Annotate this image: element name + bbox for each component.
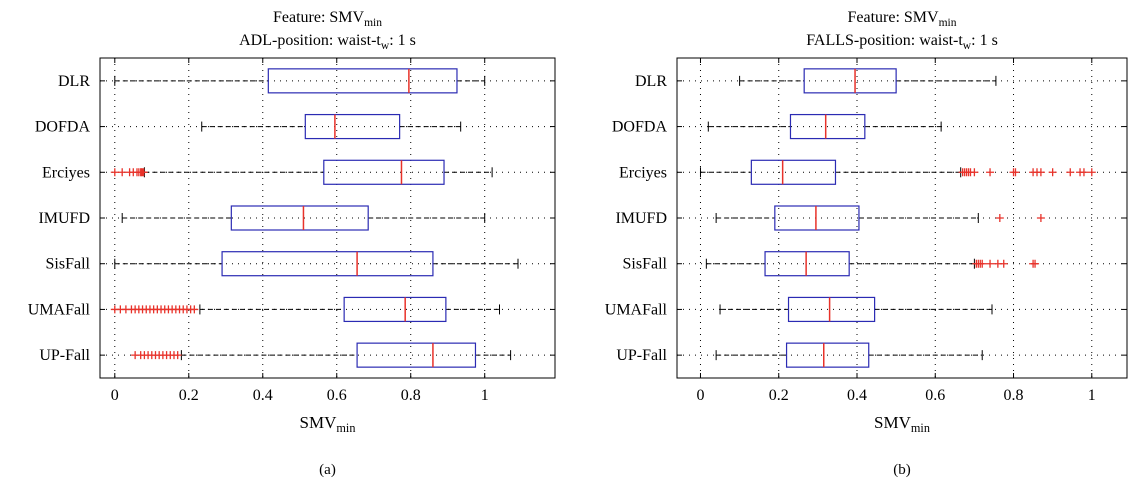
x-tick-label: 0 <box>696 387 704 404</box>
panel-label: (b) <box>893 462 911 478</box>
iqr-box <box>789 113 866 140</box>
outlier-point <box>1066 168 1075 177</box>
outlier-point <box>1079 168 1088 177</box>
chart-title-line2-sub: w <box>381 40 390 52</box>
outlier-point <box>978 259 987 268</box>
y-tick-label: IMUFD <box>615 210 667 227</box>
x-axis-label: SMVmin <box>300 413 356 435</box>
box-dofda <box>707 113 942 140</box>
iqr-box <box>221 251 434 277</box>
box-up-fall <box>131 342 512 368</box>
box-dofda <box>201 113 462 140</box>
outlier-point <box>970 168 979 177</box>
iqr-box <box>785 342 870 368</box>
outlier-point <box>986 168 995 177</box>
chart-title-line1-main: Feature: SMV <box>847 9 939 26</box>
y-tick-label: UMAFall <box>605 301 668 318</box>
x-tick-label: 0.4 <box>253 387 273 404</box>
chart-title-line1-sub: min <box>364 17 382 29</box>
box-sisfall <box>114 251 519 277</box>
outlier-point <box>1011 168 1020 177</box>
y-tick-label: Erciyes <box>42 164 90 181</box>
y-tick-label: UP-Fall <box>39 347 90 364</box>
outlier-point <box>190 305 199 314</box>
outlier-point <box>986 259 995 268</box>
outlier-point <box>1048 168 1057 177</box>
chart-title-line2-suffix: : 1 s <box>389 32 416 49</box>
x-tick-label: 1 <box>1088 387 1096 404</box>
iqr-box <box>356 342 477 368</box>
box-imufd <box>715 205 1045 231</box>
chart-title-line2-main: FALLS-position: waist-t <box>806 32 963 49</box>
box-sisfall <box>705 251 1040 277</box>
y-tick-label: DLR <box>58 73 90 90</box>
outlier-point <box>999 259 1008 268</box>
plot-frame <box>99 57 556 379</box>
iqr-box <box>343 296 447 323</box>
iqr-box <box>803 68 897 94</box>
y-tick-label: Erciyes <box>619 164 667 181</box>
outlier-point <box>1031 259 1040 268</box>
chart-title-line2: ADL-position: waist-tw: 1 s <box>239 32 416 52</box>
y-tick-label: SisFall <box>623 256 668 273</box>
box-imufd <box>121 205 486 231</box>
box-erciyes <box>699 159 1096 185</box>
iqr-box <box>267 68 458 94</box>
x-tick-label: 1 <box>481 387 489 404</box>
outlier-point <box>118 168 127 177</box>
iqr-box <box>750 159 837 185</box>
chart-title-line1: Feature: SMVmin <box>847 9 956 29</box>
box-umafall <box>110 296 501 323</box>
outlier-point <box>110 168 119 177</box>
iqr-box <box>774 205 860 231</box>
x-tick-label: 0.2 <box>769 387 789 404</box>
box-umafall <box>719 296 993 323</box>
chart-title-line2-suffix: : 1 s <box>971 32 998 49</box>
x-axis-label-main: SMV <box>874 413 912 432</box>
y-tick-label: IMUFD <box>38 210 90 227</box>
chart-title-line2-main: ADL-position: waist-t <box>239 32 381 49</box>
panel-a: DLR DOFDA Erciyes IMUFD SisFall UMAFall UP-Fal… <box>28 9 556 478</box>
outlier-point <box>173 351 182 360</box>
box-dlr <box>114 68 486 94</box>
box-erciyes <box>110 159 493 185</box>
y-tick-label: SisFall <box>46 256 91 273</box>
chart-title-line2-sub: w <box>963 40 972 52</box>
y-tick-label: DLR <box>635 73 667 90</box>
panel-label: (a) <box>319 462 336 478</box>
chart-title-line1-main: Feature: SMV <box>273 9 365 26</box>
box-dlr <box>739 68 997 94</box>
outlier-point <box>1036 168 1045 177</box>
outlier-point <box>995 214 1004 222</box>
iqr-box <box>323 159 445 185</box>
iqr-box <box>764 251 850 277</box>
outlier-point <box>1087 168 1096 177</box>
outlier-point <box>1036 214 1045 222</box>
x-tick-label: 0.6 <box>327 387 347 404</box>
x-axis-label: SMVmin <box>874 413 930 435</box>
outlier-point <box>139 168 148 177</box>
iqr-box <box>787 296 876 323</box>
x-tick-label: 0 <box>111 387 119 404</box>
box-up-fall <box>715 342 983 368</box>
y-tick-label: UMAFall <box>28 301 91 318</box>
panel-b: DLR DOFDA Erciyes IMUFD SisFall UMAFall UP-Fal… <box>605 9 1128 478</box>
y-tick-label: DOFDA <box>35 119 91 136</box>
x-tick-label: 0.8 <box>401 387 421 404</box>
chart-title-line1-sub: min <box>939 17 957 29</box>
x-axis-label-sub: min <box>911 421 930 435</box>
chart-title-line1: Feature: SMVmin <box>273 9 382 29</box>
iqr-box <box>304 113 401 140</box>
x-tick-label: 0.8 <box>1004 387 1024 404</box>
iqr-box <box>230 205 369 231</box>
x-tick-label: 0.2 <box>179 387 199 404</box>
y-tick-label: UP-Fall <box>616 347 667 364</box>
x-axis-label-sub: min <box>336 421 355 435</box>
x-tick-label: 0.6 <box>925 387 945 404</box>
x-axis-label-main: SMV <box>300 413 338 432</box>
chart-title-line2: FALLS-position: waist-tw: 1 s <box>806 32 998 52</box>
y-tick-label: DOFDA <box>612 119 668 136</box>
x-tick-label: 0.4 <box>847 387 867 404</box>
